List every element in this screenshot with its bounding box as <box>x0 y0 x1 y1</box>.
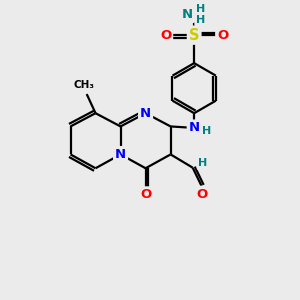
Text: O: O <box>196 188 207 201</box>
Text: CH₃: CH₃ <box>73 80 94 90</box>
Text: N: N <box>189 122 200 134</box>
Text: N: N <box>140 107 151 120</box>
Text: O: O <box>160 29 171 42</box>
Text: H: H <box>198 158 208 168</box>
Text: O: O <box>217 29 228 42</box>
Text: O: O <box>140 188 151 201</box>
Text: S: S <box>189 28 200 43</box>
Text: H: H <box>196 4 205 14</box>
Text: N: N <box>115 148 126 161</box>
Text: H: H <box>196 15 205 25</box>
Text: N: N <box>182 8 193 21</box>
Text: H: H <box>202 126 211 136</box>
